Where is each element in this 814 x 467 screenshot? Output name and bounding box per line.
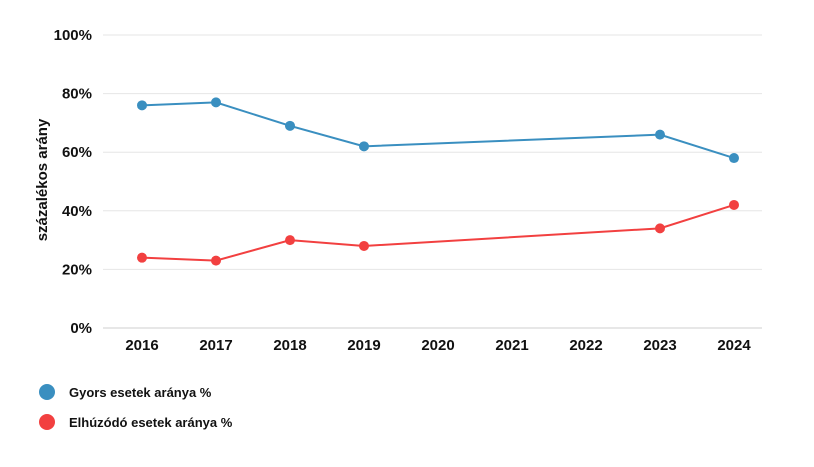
y-axis-ticks: 0% 20% 40% 60% 80% 100% — [54, 27, 92, 337]
data-point — [729, 153, 739, 164]
legend-label: Gyors esetek aránya % — [69, 385, 212, 400]
x-tick-label: 2016 — [125, 337, 158, 354]
data-point — [655, 223, 665, 234]
data-point — [211, 255, 221, 266]
series-line — [141, 203, 735, 262]
x-tick-label: 2021 — [495, 337, 528, 354]
data-point — [359, 240, 369, 251]
y-tick-label: 60% — [62, 144, 92, 161]
y-tick-label: 20% — [62, 261, 92, 278]
data-point — [137, 252, 147, 263]
data-point — [285, 235, 295, 246]
x-tick-label: 2023 — [643, 337, 676, 354]
legend-marker — [39, 384, 55, 400]
x-axis-ticks: 2016 2017 2018 2019 2020 2021 2022 2023 2024 — [125, 337, 751, 354]
data-point — [137, 100, 147, 111]
y-axis-label: százalékos arány — [34, 118, 51, 241]
legend-item: Gyors esetek aránya % — [39, 384, 212, 400]
legend-marker — [39, 414, 55, 430]
gridlines — [103, 34, 762, 329]
data-point — [359, 141, 369, 152]
y-tick-label: 0% — [70, 320, 92, 337]
legend: Gyors esetek aránya % Elhúzódó esetek ará… — [39, 384, 233, 430]
x-tick-label: 2022 — [569, 337, 602, 354]
x-tick-label: 2017 — [199, 337, 232, 354]
x-tick-label: 2019 — [347, 337, 380, 354]
y-tick-label: 100% — [54, 27, 92, 44]
legend-item: Elhúzódó esetek aránya % — [39, 414, 233, 430]
y-tick-label: 40% — [62, 203, 92, 220]
legend-label: Elhúzódó esetek aránya % — [69, 415, 233, 430]
series — [137, 97, 739, 266]
data-point — [729, 199, 739, 210]
data-point — [655, 129, 665, 140]
x-tick-label: 2018 — [273, 337, 306, 354]
series-line — [141, 101, 735, 160]
x-tick-label: 2020 — [421, 337, 454, 354]
series-1 — [137, 97, 739, 164]
x-tick-label: 2024 — [717, 337, 751, 354]
data-point — [285, 120, 295, 131]
data-point — [211, 97, 221, 108]
series-2 — [137, 199, 739, 266]
y-tick-label: 80% — [62, 86, 92, 103]
